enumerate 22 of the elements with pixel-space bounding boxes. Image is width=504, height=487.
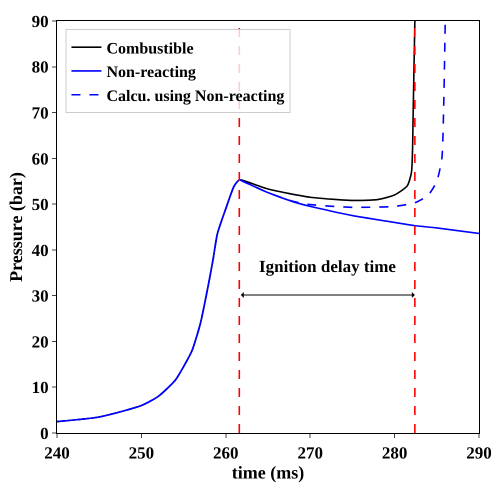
x-tick-label: 240: [44, 443, 70, 462]
y-tick-label: 20: [32, 332, 49, 352]
y-tick-label: 50: [32, 195, 49, 214]
y-axis-title: Pressure (bar): [6, 172, 26, 282]
x-tick-label: 290: [466, 443, 492, 462]
x-tick-label: 270: [297, 443, 323, 462]
y-tick-label: 0: [40, 424, 49, 443]
y-tick-label: 40: [32, 240, 49, 260]
annotation: Ignition delay time: [259, 257, 396, 276]
x-axis-title: time (ms): [232, 462, 304, 482]
legend-label: Non-reacting: [106, 64, 196, 82]
y-tick-label: 70: [32, 104, 49, 123]
y-tick-label: 90: [32, 12, 49, 31]
y-tick-label: 10: [32, 378, 49, 398]
legend-label: Combustible: [106, 40, 194, 58]
legend-label: Calcu. using Non-reacting: [106, 88, 284, 105]
y-tick-label: 80: [32, 58, 49, 77]
y-tick-label: 60: [32, 149, 49, 168]
x-tick-label: 250: [128, 443, 154, 462]
x-tick-label: 260: [213, 443, 239, 462]
x-tick-label: 280: [382, 443, 408, 462]
y-tick-label: 30: [32, 286, 49, 306]
